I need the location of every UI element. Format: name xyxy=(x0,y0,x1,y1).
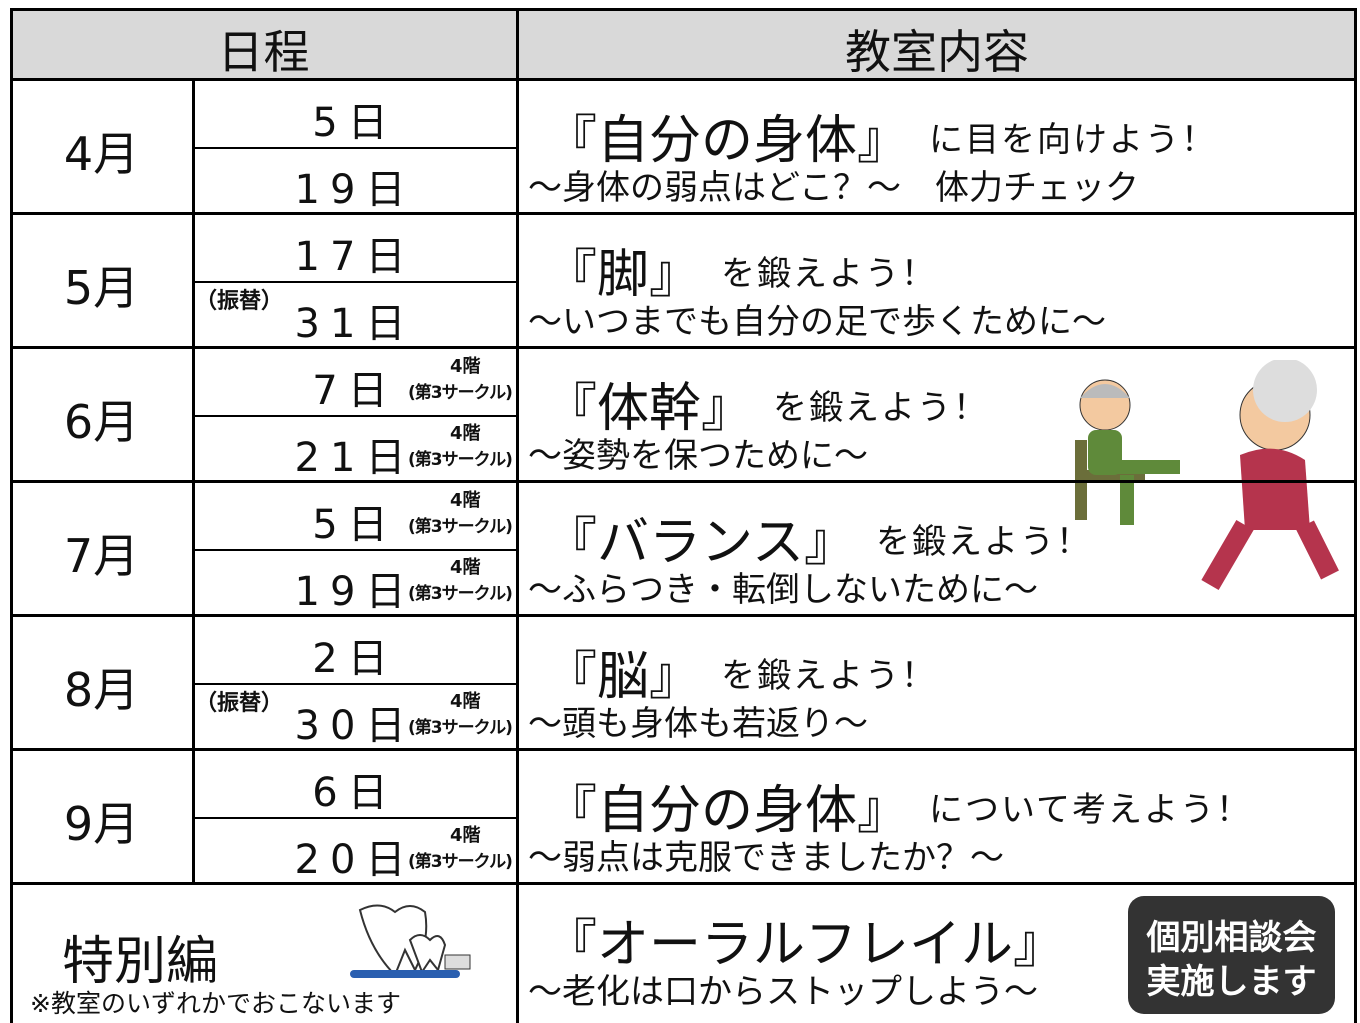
row-divider xyxy=(10,212,1357,215)
col-divider xyxy=(516,8,519,1023)
date: 7日 xyxy=(312,368,398,414)
content-subtitle: ～いつまでも自分の足で歩くために～ xyxy=(528,302,1106,342)
content-subtitle: ～弱点は克服できましたか？～ xyxy=(528,838,1004,878)
special-title: 『オーラルフレイル』 xyxy=(545,915,1066,975)
venue: (第3サークル) xyxy=(408,517,513,537)
content-tagline: を鍛えよう！ xyxy=(721,656,937,696)
month-label: 8月 xyxy=(63,663,140,717)
header-bg xyxy=(10,8,1357,80)
date: 31日 xyxy=(294,301,416,347)
date-divider xyxy=(193,549,517,551)
content-title: 『脚』 xyxy=(545,245,702,305)
tooth-illustration xyxy=(350,904,471,978)
venue: (第3サークル) xyxy=(408,383,513,403)
content-title: 『自分の身体』 xyxy=(545,781,910,841)
row-divider xyxy=(10,346,1357,349)
header-divider xyxy=(10,78,1357,81)
border-top xyxy=(10,8,1357,11)
date: 2日 xyxy=(312,636,398,682)
border-left xyxy=(10,8,13,1023)
month-label: 6月 xyxy=(63,395,140,449)
content-subtitle: ～頭も身体も若返り～ xyxy=(528,704,868,744)
date: 20日 xyxy=(294,837,416,883)
venue-floor: 4階 xyxy=(450,490,481,511)
venue-floor: 4階 xyxy=(450,557,481,578)
content-tagline: について考えよう！ xyxy=(929,790,1252,830)
content-title: 『自分の身体』 xyxy=(545,111,910,171)
content-subtitle: ～身体の弱点はどこ？～ 体力チェック xyxy=(528,168,1139,208)
content-tagline: に目を向けよう！ xyxy=(929,120,1217,160)
date: 30日 xyxy=(294,703,416,749)
header-schedule: 日程 xyxy=(217,25,310,79)
content-tagline: を鍛えよう！ xyxy=(721,254,937,294)
date: 21日 xyxy=(294,435,416,481)
border-right xyxy=(1354,8,1357,1023)
date-divider xyxy=(193,281,517,283)
content-tagline: を鍛えよう！ xyxy=(876,522,1092,562)
exercise-illustration xyxy=(1075,360,1339,591)
date-divider xyxy=(193,415,517,417)
venue: (第3サークル) xyxy=(408,718,513,738)
row-divider xyxy=(10,748,1357,751)
venue: (第3サークル) xyxy=(408,450,513,470)
special-note: ※教室のいずれかでおこないます xyxy=(30,989,401,1018)
special-subtitle: ～老化は口からストップしよう～ xyxy=(528,972,1038,1012)
date: 5日 xyxy=(312,502,398,548)
badge xyxy=(1128,896,1335,1014)
content-title: 『バランス』 xyxy=(545,513,856,573)
venue-floor: 4階 xyxy=(450,825,481,846)
venue-floor: 4階 xyxy=(450,356,481,377)
venue: (第3サークル) xyxy=(408,852,513,872)
badge-text: 個別相談会 xyxy=(1146,918,1317,958)
venue-floor: 4階 xyxy=(450,691,481,712)
month-label: 5月 xyxy=(63,261,140,315)
content-subtitle: ～ふらつき・転倒しないために～ xyxy=(528,570,1038,610)
venue: (第3サークル) xyxy=(408,584,513,604)
content-tagline: を鍛えよう！ xyxy=(773,388,989,428)
row-divider xyxy=(10,480,1357,483)
date: 6日 xyxy=(312,770,398,816)
date: 17日 xyxy=(294,234,416,280)
row-divider xyxy=(10,614,1357,617)
date-prefix: （振替） xyxy=(195,691,284,716)
content-subtitle: ～姿勢を保つために～ xyxy=(528,436,868,476)
content-title: 『脳』 xyxy=(545,647,702,707)
date-divider xyxy=(193,683,517,685)
date: 19日 xyxy=(294,167,416,213)
date: 5日 xyxy=(312,100,398,146)
venue-floor: 4階 xyxy=(450,423,481,444)
date-divider xyxy=(193,147,517,149)
row-divider xyxy=(10,882,1357,885)
special-label: 特別編 xyxy=(62,932,219,992)
month-label: 7月 xyxy=(63,529,140,583)
content-title: 『体幹』 xyxy=(545,379,754,439)
badge-text: 実施します xyxy=(1146,962,1317,1002)
date-prefix: （振替） xyxy=(195,289,284,314)
header-content: 教室内容 xyxy=(845,25,1029,79)
date: 19日 xyxy=(294,569,416,615)
col-divider xyxy=(192,80,195,884)
month-label: 9月 xyxy=(63,797,140,851)
date-divider xyxy=(193,817,517,819)
month-label: 4月 xyxy=(63,127,140,181)
